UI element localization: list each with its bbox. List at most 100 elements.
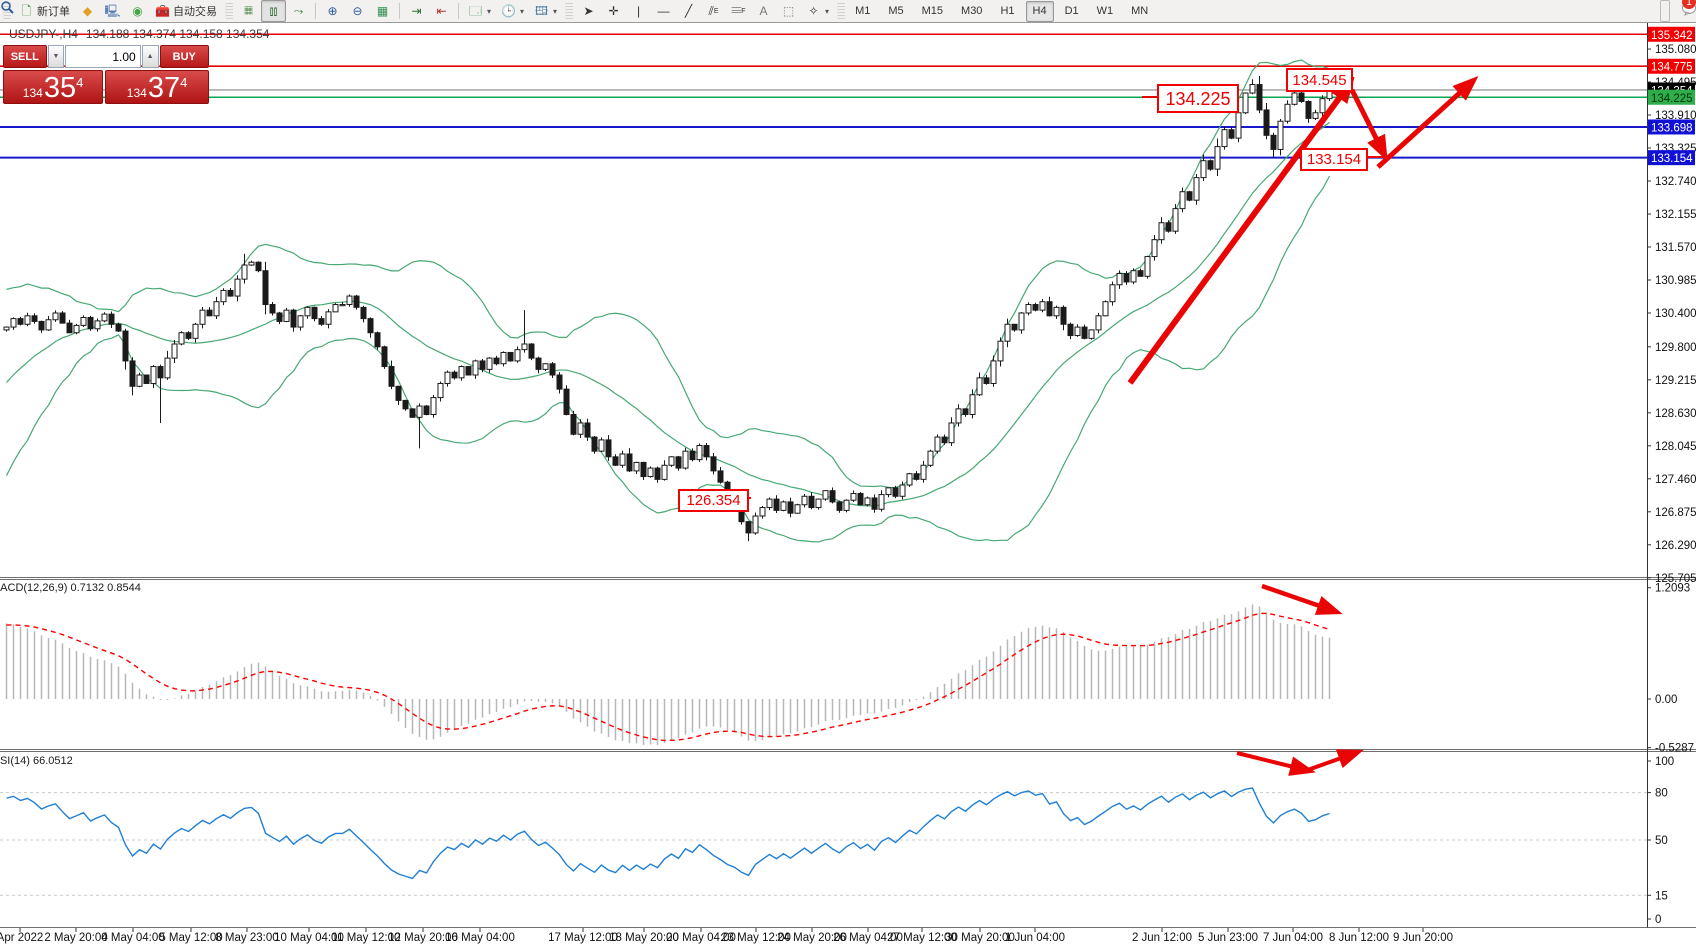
sell-button[interactable]: SELL — [3, 45, 47, 68]
tile-windows-button[interactable]: ▦ — [370, 0, 395, 22]
ask-quote[interactable]: 134 37 4 — [105, 70, 209, 104]
chat-button[interactable]: 1 — [1680, 0, 1696, 22]
text-label-button[interactable]: ⬚ — [776, 0, 801, 22]
price-tag-133.698 — [1648, 119, 1695, 135]
svg-text:133.154: 133.154 — [1651, 153, 1693, 165]
svg-text:18 May 20:00: 18 May 20:00 — [609, 932, 679, 944]
horizontal-line-icon: — — [657, 4, 670, 18]
bollinger-bands — [5, 59, 1331, 543]
toolbar-grip[interactable] — [225, 3, 233, 19]
ask-prefix: 134 — [126, 86, 147, 100]
market-button[interactable]: ◆ — [75, 0, 100, 22]
one-click-trading-panel: SELL ▼ 1.00 ▲ BUY 134 35 4 134 37 4 — [3, 45, 210, 105]
line-chart-button[interactable]: ⤳ — [286, 0, 311, 22]
cursor-button[interactable]: ➤ — [576, 0, 601, 22]
new-chart-button[interactable]: 🗔 ▾ — [468, 4, 492, 18]
price-annotation-126.354[interactable]: 126.354 — [678, 489, 749, 512]
trendline-icon: ╱ — [684, 4, 693, 18]
metaeditor-icon: 🖳 — [104, 4, 121, 18]
svg-text:5 May 12:00: 5 May 12:00 — [159, 932, 222, 944]
horizontal-line-button[interactable]: — — [651, 0, 676, 22]
candlestick-icon: ⫾⫾ — [269, 4, 278, 18]
svg-text:8 May 23:00: 8 May 23:00 — [215, 932, 278, 944]
svg-text:7 Jun 04:00: 7 Jun 04:00 — [1263, 932, 1323, 944]
svg-text:0: 0 — [1655, 914, 1661, 926]
crosshair-button[interactable]: ✛ — [601, 0, 626, 22]
bar-chart-button[interactable]: 𝄜 — [236, 0, 261, 22]
svg-text:128.630: 128.630 — [1655, 408, 1696, 420]
metaeditor-button[interactable]: 🖳 — [100, 0, 125, 22]
svg-text:133.910: 133.910 — [1655, 110, 1696, 122]
buy-button[interactable]: BUY — [159, 45, 210, 68]
tf-d1[interactable]: D1 — [1064, 5, 1079, 17]
tf-h4[interactable]: H4 — [1025, 0, 1054, 22]
chart-shift-button[interactable]: ⇤ — [429, 0, 454, 22]
auto-scroll-button[interactable]: ⇥ — [404, 0, 429, 22]
templates-button[interactable]: 🖽 ▾ — [535, 4, 558, 18]
tf-m1[interactable]: M1 — [855, 5, 871, 17]
price-axis[interactable]: 135.080134.495133.910133.325132.740132.1… — [1647, 26, 1696, 585]
periods-button[interactable]: 🕒 ▾ — [501, 4, 525, 18]
shapes-button[interactable]: ✧ ▾ — [801, 0, 834, 22]
trend-arrows[interactable] — [745, 75, 1479, 776]
text-icon: A — [759, 4, 768, 18]
text-button[interactable]: A — [751, 0, 776, 22]
trendline-button[interactable]: ╱ — [676, 0, 701, 22]
svg-text:135.342: 135.342 — [1651, 30, 1693, 42]
svg-text:135.080: 135.080 — [1655, 44, 1696, 56]
svg-text:130.985: 130.985 — [1655, 275, 1696, 287]
tf-h1[interactable]: H1 — [1000, 5, 1015, 17]
svg-text:10 May 04:00: 10 May 04:00 — [274, 932, 344, 944]
svg-text:11 May 12:00: 11 May 12:00 — [332, 932, 401, 944]
svg-text:9 Jun 20:00: 9 Jun 20:00 — [1393, 932, 1453, 944]
channel-button[interactable]: ⫽ E — [701, 0, 726, 22]
candlestick-button[interactable]: ⫾⫾ — [261, 0, 286, 22]
zoom-in-button[interactable]: ⊕ — [320, 0, 345, 22]
svg-text:126.875: 126.875 — [1655, 507, 1696, 519]
svg-text:20 May 04:00: 20 May 04:00 — [666, 932, 736, 944]
ask-pip: 4 — [180, 75, 188, 90]
zoom-out-button[interactable]: ⊖ — [345, 0, 370, 22]
cursor-icon: ➤ — [583, 4, 594, 18]
price-annotation-134.225[interactable]: 134.225 — [1157, 84, 1239, 113]
tf-m30[interactable]: M30 — [961, 5, 983, 17]
signals-button[interactable]: ◉ — [125, 0, 150, 22]
search-button[interactable] — [1, 0, 1670, 22]
price-annotation-134.545[interactable]: 134.545 — [1286, 68, 1353, 92]
volume-increase-button[interactable]: ▲ — [141, 45, 159, 68]
svg-text:2 Jun 12:00: 2 Jun 12:00 — [1132, 932, 1192, 944]
toolbar-grip[interactable] — [3, 3, 11, 19]
svg-text:132.155: 132.155 — [1655, 209, 1696, 221]
vertical-line-button[interactable]: | — [626, 0, 651, 22]
bid-main: 35 — [43, 72, 77, 105]
macd-panel-series — [5, 604, 1331, 745]
bar-chart-icon: 𝄜 — [244, 4, 253, 18]
svg-text:1 Jun 04:00: 1 Jun 04:00 — [1005, 932, 1065, 944]
toolbar-grip[interactable] — [565, 3, 574, 19]
tf-m5[interactable]: M5 — [888, 5, 904, 17]
svg-text:30 May 20:00: 30 May 20:00 — [945, 932, 1015, 944]
tf-mn[interactable]: MN — [1131, 5, 1149, 17]
svg-text:127.460: 127.460 — [1655, 474, 1696, 486]
new-order-button[interactable]: 🗋 新订单 — [14, 0, 75, 22]
ask-main: 37 — [147, 72, 181, 105]
zoom-in-icon: ⊕ — [327, 4, 338, 18]
fibonacci-icon: 𝄘 F — [731, 4, 746, 18]
volume-decrease-button[interactable]: ▼ — [47, 45, 65, 68]
rsi-panel-series — [0, 787, 1647, 896]
svg-text:17 May 12:00: 17 May 12:00 — [548, 932, 618, 944]
tf-m15[interactable]: M15 — [921, 5, 944, 17]
tf-w1[interactable]: W1 — [1096, 5, 1114, 17]
bid-quote[interactable]: 134 35 4 — [3, 70, 104, 105]
candlesticks — [3, 76, 1333, 542]
svg-text:2 May 20:00: 2 May 20:00 — [44, 932, 107, 944]
auto-trading-button[interactable]: 🧰 自动交易 — [150, 0, 222, 22]
price-annotation-133.154[interactable]: 133.154 — [1300, 148, 1368, 171]
time-axis[interactable]: Apr 2022 2 May 20:004 May 04:005 May 12:0… — [0, 928, 1453, 944]
svg-text:134.775: 134.775 — [1651, 62, 1693, 74]
toolbar-grip[interactable] — [837, 3, 846, 19]
fibonacci-button[interactable]: 𝄘 F — [726, 0, 751, 22]
volume-input[interactable]: 1.00 — [65, 45, 141, 68]
